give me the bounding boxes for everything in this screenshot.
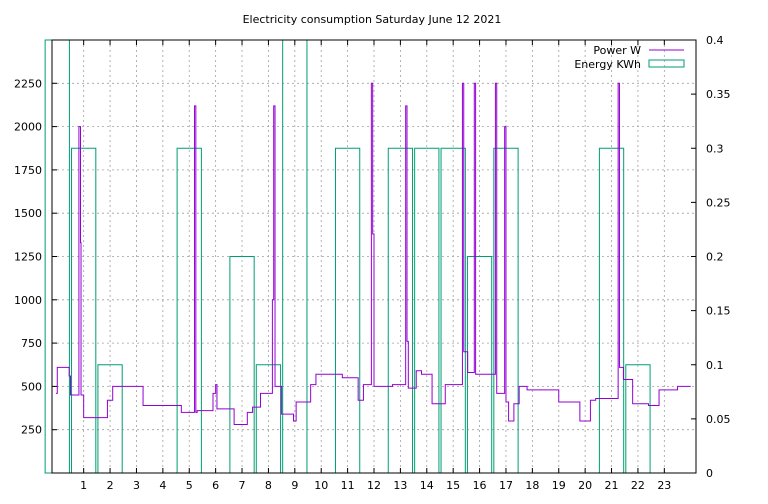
y-right-axis-ticks: 0 0.05 0.1 0.15 0.2 0.25 0.3 0.35 0.4 xyxy=(691,34,731,480)
x-tick-label: 15 xyxy=(446,479,460,492)
x-tick-label: 18 xyxy=(525,479,539,492)
power-line xyxy=(55,82,691,426)
y-tick-label: 750 xyxy=(21,337,42,350)
x-tick-label: 8 xyxy=(265,479,272,492)
y2-tick-label: 0.2 xyxy=(706,251,724,264)
chart-title: Electricity consumption Saturday June 12… xyxy=(243,13,502,26)
y2-tick-label: 0.05 xyxy=(706,413,731,426)
x-tick-label: 4 xyxy=(159,479,166,492)
x-tick-label: 14 xyxy=(420,479,434,492)
y-left-axis-ticks: 250 500 750 1000 1250 1500 1750 2000 2250 xyxy=(14,77,57,437)
y-tick-label: 1000 xyxy=(14,294,42,307)
x-tick-label: 1 xyxy=(80,479,87,492)
y-tick-label: 500 xyxy=(21,380,42,393)
x-tick-label: 11 xyxy=(341,479,355,492)
y-tick-label: 2000 xyxy=(14,121,42,134)
x-tick-label: 12 xyxy=(367,479,381,492)
x-tick-label: 7 xyxy=(239,479,246,492)
power-series-line xyxy=(55,82,691,426)
y2-tick-label: 0 xyxy=(706,467,713,480)
y-tick-label: 1750 xyxy=(14,164,42,177)
x-tick-label: 16 xyxy=(473,479,487,492)
x-tick-label: 2 xyxy=(107,479,114,492)
x-tick-label: 17 xyxy=(499,479,513,492)
x-tick-label: 20 xyxy=(578,479,592,492)
y-tick-label: 1250 xyxy=(14,251,42,264)
legend: Power W Energy KWh xyxy=(574,44,685,71)
y-tick-label: 1500 xyxy=(14,207,42,220)
y2-tick-label: 0.1 xyxy=(706,359,724,372)
x-tick-label: 6 xyxy=(212,479,219,492)
y-tick-label: 2250 xyxy=(14,77,42,90)
x-tick-label: 10 xyxy=(314,479,328,492)
x-tick-label: 9 xyxy=(291,479,298,492)
y2-tick-label: 0.4 xyxy=(706,34,724,47)
x-tick-label: 22 xyxy=(631,479,645,492)
legend-label-energy: Energy KWh xyxy=(574,58,641,71)
x-tick-label: 19 xyxy=(552,479,566,492)
legend-label-power: Power W xyxy=(593,44,641,57)
y2-tick-label: 0.3 xyxy=(706,142,724,155)
x-tick-label: 13 xyxy=(393,479,407,492)
x-axis-ticks: 1 2 3 4 5 6 7 8 9 10 11 12 13 14 15 16 17 18 19 20 21 22 23 xyxy=(80,40,671,492)
x-tick-label: 23 xyxy=(657,479,671,492)
x-tick-label: 5 xyxy=(186,479,193,492)
y2-tick-label: 0.35 xyxy=(706,88,731,101)
x-tick-label: 3 xyxy=(133,479,140,492)
y-tick-label: 250 xyxy=(21,424,42,437)
x-tick-label: 21 xyxy=(605,479,619,492)
y2-tick-label: 0.15 xyxy=(706,305,731,318)
y2-tick-label: 0.25 xyxy=(706,196,731,209)
legend-swatch-energy xyxy=(648,59,685,68)
